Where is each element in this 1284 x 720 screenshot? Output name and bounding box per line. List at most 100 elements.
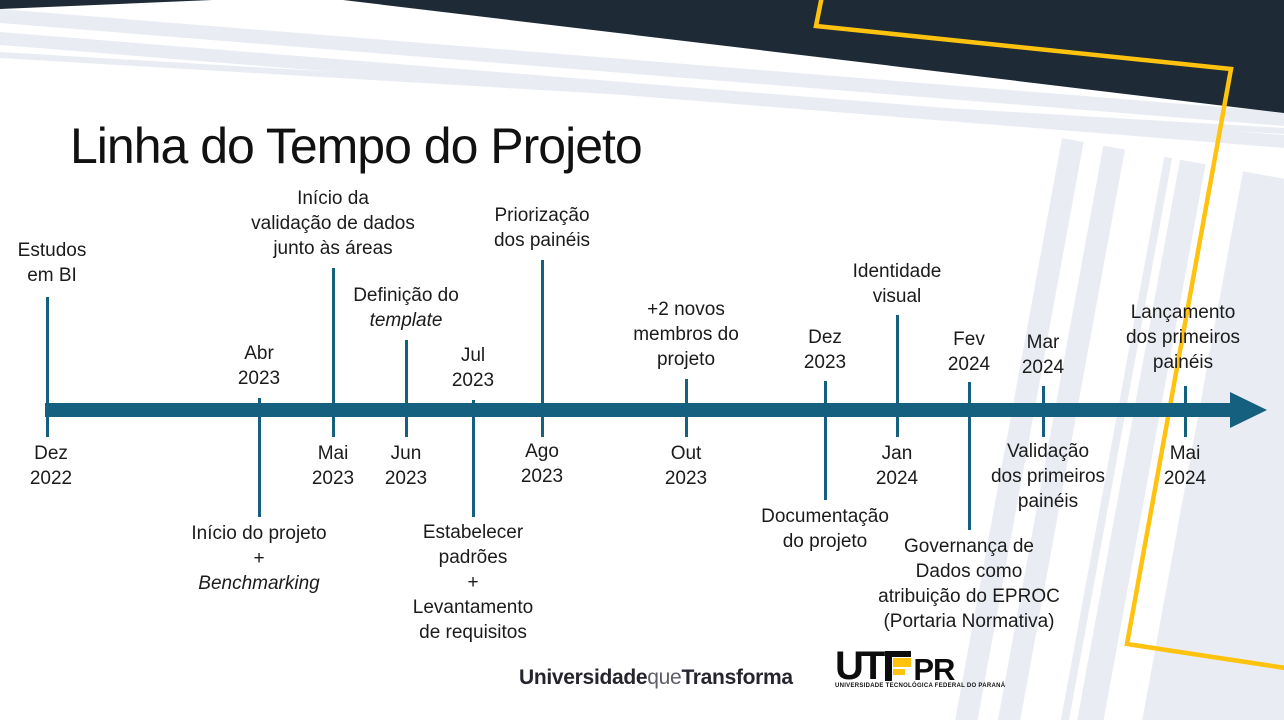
event-label-line: Abr: [244, 343, 274, 364]
event-label-line: 2023: [384, 468, 428, 489]
event-label-line: validação de dados: [251, 213, 415, 234]
event-label-above-identidade-visual: Identidade visual: [792, 259, 1002, 309]
event-label-line: Mai: [1169, 443, 1201, 464]
event-label-line: 2022: [29, 468, 73, 489]
event-label-line: 2023: [311, 468, 355, 489]
event-label-above-definicao-template: Definição do template: [301, 283, 511, 333]
event-label-below-definicao-template: Jun 2023: [301, 441, 511, 491]
event-label-line: membros do: [633, 324, 739, 345]
event-label-line: Jul: [460, 345, 486, 366]
event-label-line: Jun: [390, 443, 422, 464]
event-label-line: de requisitos: [419, 622, 527, 643]
event-label-line: Dez: [34, 443, 68, 464]
event-label-line: projeto: [656, 349, 716, 370]
page-title: Linha do Tempo do Projeto: [70, 118, 643, 174]
event-label-line: 2024: [947, 354, 991, 375]
timeline-axis: [45, 403, 1232, 417]
event-label-above-priorizacao-paineis: Priorização dos painéis: [437, 203, 647, 253]
event-label-line: 2023: [237, 368, 281, 389]
utfpr-logo: UT PR UNIVERSIDADE TECNOLÓGICA FEDERAL D…: [835, 644, 1006, 689]
event-label-line: painéis: [1152, 352, 1214, 373]
event-label-line: junto às áreas: [273, 238, 393, 259]
event-label-below-inicio-projeto: Início do projeto + Benchmarking: [144, 521, 374, 596]
event-label-line: Levantamento: [412, 597, 534, 618]
event-label-line: 2023: [803, 352, 847, 373]
event-label-line: Mai: [317, 443, 349, 464]
timeline-tick-estudos-bi: [45, 297, 49, 437]
timeline-tick-documentacao-projeto: [823, 381, 827, 500]
event-label-below-validacao-paineis: Validação dos primeiros painéis: [943, 439, 1153, 514]
event-label-line: dos painéis: [493, 230, 591, 251]
event-label-line: Priorização: [494, 205, 590, 226]
event-label-above-inicio-projeto: Abr 2023: [154, 341, 364, 391]
event-label-below-novos-membros: Out 2023: [581, 441, 791, 491]
timeline-tick-validacao-paineis: [1041, 386, 1045, 437]
event-label-line: atribuição do EPROC: [878, 586, 1060, 607]
event-label-line: Governança de: [904, 536, 1034, 557]
event-label-line: Estudos: [17, 240, 87, 261]
timeline-tick-inicio-projeto: [257, 398, 261, 517]
event-label-above-validacao-paineis: Mar 2024: [938, 330, 1148, 380]
event-label-above-documentacao-projeto: Dez 2023: [720, 325, 930, 375]
event-label-below-estudos-bi: Dez 2022: [0, 441, 156, 491]
event-label-below-priorizacao-paineis: Ago 2023: [437, 439, 647, 489]
event-label-line: Estabelecer: [422, 522, 524, 543]
event-label-line: +: [467, 572, 479, 593]
event-label-line: em BI: [27, 265, 77, 286]
event-label-line: visual: [872, 286, 922, 307]
event-label-above-validacao-dados: Início da validação de dados junto às área…: [213, 186, 453, 261]
event-label-line: painéis: [1017, 491, 1079, 512]
timeline-tick-estabelecer-padroes: [471, 400, 475, 517]
logo-text-pr: PR: [913, 652, 955, 687]
university-slogan: UniversidadequeTransforma: [519, 666, 793, 690]
utfpr-f-glyph-icon: [885, 651, 912, 681]
event-label-line: Definição do: [353, 285, 459, 306]
event-label-below-governanca-dados: Governança de Dados como atribuição do EPR…: [844, 534, 1094, 634]
event-label-line: 2023: [451, 370, 495, 391]
event-label-line: +: [253, 548, 265, 569]
slogan-part-2: que: [647, 666, 682, 689]
event-label-line: Identidade: [852, 261, 942, 282]
event-label-below-estabelecer-padroes: Estabelecer padrões + Levantamento de requis…: [368, 520, 578, 645]
timeline-tick-definicao-template: [404, 340, 408, 437]
event-label-below-lancamento-paineis: Mai 2024: [1080, 441, 1284, 491]
event-label-line: Documentação: [761, 506, 889, 527]
event-label-line: Mar: [1026, 332, 1060, 353]
event-label-line: padrões: [438, 547, 508, 568]
event-label-above-estudos-bi: Estudos em BI: [0, 238, 157, 288]
timeline-tick-novos-membros: [684, 379, 688, 437]
gray-stripe: [0, 9, 1284, 126]
navy-corner-sliver: [0, 0, 212, 9]
slogan-part-3: Transforma: [681, 666, 793, 689]
event-label-line: dos primeiros: [1125, 327, 1241, 348]
event-label-line: Dados como: [915, 561, 1023, 582]
timeline-tick-validacao-dados: [331, 268, 335, 437]
logo-text-ut: UT: [835, 644, 885, 688]
event-label-line: 2024: [875, 468, 919, 489]
event-label-line: template: [369, 310, 443, 331]
event-label-line: 2023: [520, 466, 564, 487]
event-label-line: Início da: [297, 188, 369, 209]
event-label-line: Lançamento: [1130, 302, 1236, 323]
event-label-above-governanca-dados: Fev 2024: [864, 327, 1074, 377]
event-label-below-validacao-dados: Mai 2023: [228, 441, 438, 491]
event-label-above-novos-membros: +2 novos membros do projeto: [581, 297, 791, 372]
event-label-line: +2 novos: [647, 299, 725, 320]
logo-subtext: UNIVERSIDADE TECNOLÓGICA FEDERAL DO PARA…: [835, 683, 1006, 689]
timeline-tick-identidade-visual: [895, 315, 899, 437]
event-label-line: 2024: [1021, 357, 1065, 378]
timeline-tick-priorizacao-paineis: [540, 260, 544, 437]
event-label-line: Início do projeto: [191, 523, 327, 544]
timeline-arrowhead-icon: [1230, 392, 1267, 428]
event-label-above-lancamento-paineis: Lançamento dos primeiros painéis: [1078, 300, 1284, 375]
event-label-line: (Portaria Normativa): [883, 611, 1055, 632]
navy-header-band: [343, 0, 1284, 113]
slogan-part-1: Universidade: [519, 666, 648, 689]
event-label-line: do projeto: [782, 531, 868, 552]
event-label-line: Benchmarking: [198, 573, 320, 594]
event-label-line: 2024: [1163, 468, 1207, 489]
event-label-line: 2023: [664, 468, 708, 489]
event-label-below-identidade-visual: Jan 2024: [792, 441, 1002, 491]
timeline-tick-lancamento-paineis: [1183, 386, 1187, 437]
